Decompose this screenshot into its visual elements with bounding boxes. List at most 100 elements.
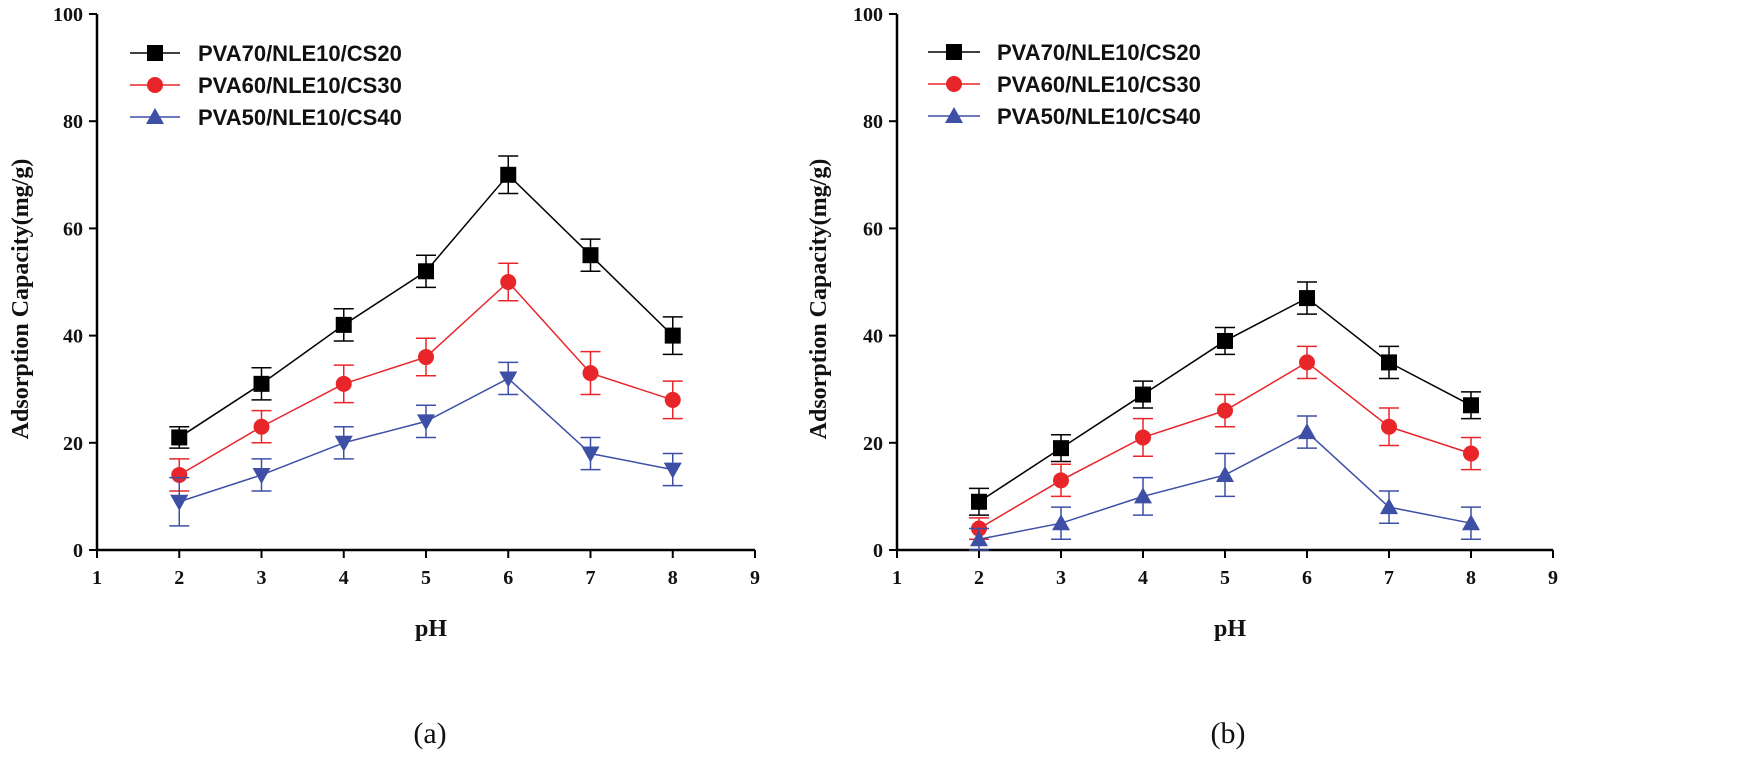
data-point — [335, 375, 352, 392]
series-2 — [969, 345, 1481, 541]
data-point — [1299, 290, 1315, 307]
data-point — [500, 166, 517, 183]
y-tick-label: 100 — [853, 4, 883, 26]
data-point — [663, 462, 682, 479]
data-point — [1216, 465, 1234, 482]
legend-entry-label: PVA70/NLE10/CS20 — [198, 41, 402, 66]
data-point — [335, 316, 352, 333]
data-point — [417, 414, 435, 431]
legend: PVA70/NLE10/CS20 PVA60/NLE10/CS30 PVA50/NL… — [928, 40, 1201, 129]
legend-entry-label: PVA50/NLE10/CS40 — [198, 105, 402, 130]
x-tick-label: 5 — [421, 567, 431, 589]
legend-marker — [147, 45, 163, 61]
data-point — [171, 466, 188, 483]
data-point — [1462, 514, 1480, 531]
series-3 — [169, 361, 683, 527]
series-1 — [969, 281, 1481, 516]
x-axis-label: pH — [415, 616, 447, 642]
data-point — [334, 435, 353, 452]
legend-marker — [946, 76, 962, 92]
series-3 — [969, 415, 1481, 551]
data-point — [1463, 445, 1479, 462]
legend-marker — [146, 108, 164, 124]
data-point — [253, 375, 270, 392]
data-point — [418, 349, 434, 366]
x-tick-label: 1 — [92, 567, 102, 589]
data-point — [1381, 418, 1397, 435]
panel-caption: (a) — [413, 717, 446, 750]
x-tick-label: 1 — [892, 567, 902, 589]
x-tick-label: 2 — [174, 567, 184, 589]
data-point — [1135, 386, 1151, 403]
y-tick-label: 80 — [63, 111, 83, 133]
data-point — [418, 263, 434, 280]
series-1 — [169, 155, 683, 449]
x-tick-label: 3 — [257, 567, 267, 589]
data-point — [1381, 354, 1397, 371]
data-point — [1217, 332, 1233, 349]
legend-marker — [147, 77, 163, 93]
y-tick-label: 100 — [53, 4, 83, 26]
data-point — [252, 467, 271, 484]
y-tick-label: 80 — [863, 111, 883, 133]
panel-caption: (b) — [1211, 717, 1246, 750]
x-tick-label: 4 — [339, 567, 349, 589]
y-axis-label: Adsorption Capacity(mg/g) — [8, 159, 34, 440]
y-tick-label: 60 — [63, 218, 83, 240]
legend-entry-label: PVA60/NLE10/CS30 — [198, 73, 402, 98]
data-point — [1298, 423, 1316, 440]
data-point — [582, 365, 599, 382]
legend-marker — [945, 107, 963, 123]
x-tick-label: 5 — [1220, 567, 1230, 589]
y-tick-label: 20 — [863, 433, 883, 455]
y-tick-label: 0 — [73, 540, 83, 562]
data-point — [1134, 487, 1152, 504]
x-tick-label: 9 — [750, 567, 760, 589]
y-tick-label: 20 — [63, 433, 83, 455]
x-tick-label: 7 — [586, 567, 596, 589]
data-point — [1135, 429, 1151, 446]
y-tick-label: 40 — [63, 326, 83, 348]
data-point — [1380, 498, 1398, 515]
chart-b: 1 2 3 4 5 6 7 8 9 0 20 40 60 80 100 pH Adsorption Capaci… — [806, 4, 1558, 750]
x-tick-label: 6 — [503, 567, 513, 589]
y-tick-label: 0 — [873, 540, 883, 562]
legend-marker — [946, 44, 962, 60]
x-tick-label: 8 — [1466, 567, 1476, 589]
x-tick-label: 2 — [974, 567, 984, 589]
y-axis-label: Adsorption Capacity(mg/g) — [806, 159, 832, 440]
x-tick-label: 9 — [1548, 567, 1558, 589]
x-tick-label: 3 — [1056, 567, 1066, 589]
data-point — [971, 493, 987, 510]
y-tick-label: 60 — [863, 218, 883, 240]
x-tick-label: 7 — [1384, 567, 1394, 589]
x-axis-label: pH — [1214, 616, 1246, 642]
series-2 — [169, 262, 683, 492]
data-point — [664, 327, 681, 344]
data-point — [171, 429, 188, 446]
y-tick-label: 40 — [863, 326, 883, 348]
x-tick-label: 8 — [668, 567, 678, 589]
data-point — [1052, 514, 1070, 531]
legend: PVA70/NLE10/CS20 PVA60/NLE10/CS30 PVA50/NL… — [130, 41, 402, 130]
data-point — [581, 446, 600, 463]
legend-entry-label: PVA50/NLE10/CS40 — [997, 104, 1201, 129]
legend-entry-label: PVA70/NLE10/CS20 — [997, 40, 1201, 65]
data-point — [1217, 402, 1233, 419]
data-point — [1299, 354, 1315, 371]
data-point — [1463, 397, 1479, 414]
data-point — [170, 494, 189, 511]
x-tick-label: 6 — [1302, 567, 1312, 589]
legend-entry-label: PVA60/NLE10/CS30 — [997, 72, 1201, 97]
x-tick-label: 4 — [1138, 567, 1148, 589]
data-point — [499, 371, 518, 388]
chart-a: 1 2 3 4 5 6 7 8 9 0 20 40 60 80 100 pH Adsorption Capaci… — [8, 4, 760, 750]
data-point — [253, 418, 270, 435]
data-point — [500, 274, 517, 290]
data-point — [1053, 440, 1069, 457]
data-point — [582, 247, 599, 264]
data-point — [970, 530, 988, 547]
data-point — [1053, 472, 1069, 489]
data-point — [664, 391, 681, 408]
